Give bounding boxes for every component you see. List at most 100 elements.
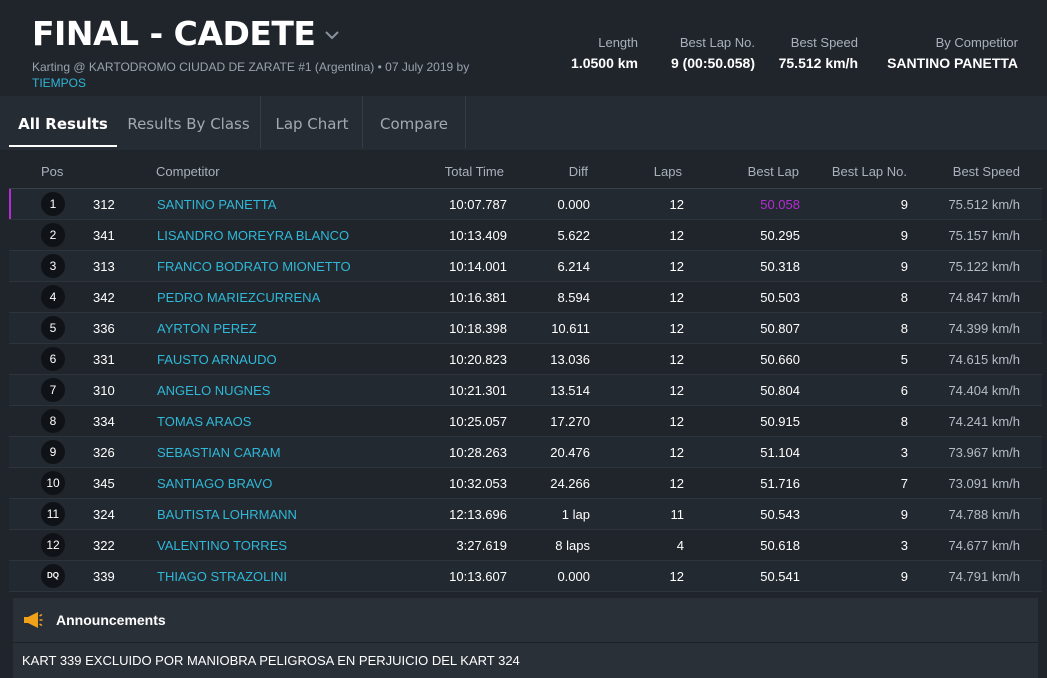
column-header-competitor[interactable]: Competitor	[156, 164, 220, 179]
laps-value: 12	[669, 476, 684, 491]
table-body: 1 312 SANTINO PANETTA 10:07.787 0.000 12 50.05…	[9, 189, 1042, 592]
best-speed-value: 74.399 km/h	[948, 321, 1020, 336]
column-header-best-speed[interactable]: Best Speed	[952, 164, 1020, 179]
column-header-laps[interactable]: Laps	[653, 164, 682, 179]
title-wrap: FINAL - CADETE	[32, 14, 340, 53]
table-row[interactable]: 12 322 VALENTINO TORRES 3:27.619 8 laps 4 50.6…	[9, 530, 1042, 561]
tab-all-results[interactable]: All Results	[9, 96, 117, 150]
table-row[interactable]: 1 312 SANTINO PANETTA 10:07.787 0.000 12 50.05…	[9, 189, 1042, 220]
position-badge: 5	[41, 316, 65, 340]
best-lap-no-value: 8	[900, 414, 908, 429]
table-row[interactable]: 11 324 BAUTISTA LOHRMANN 12:13.696 1 lap 11 50…	[9, 499, 1042, 530]
stat-label: Best Lap No.	[679, 35, 755, 50]
competitor-name-link[interactable]: AYRTON PEREZ	[157, 321, 257, 336]
competitor-name-link[interactable]: SANTIAGO BRAVO	[157, 476, 273, 491]
total-time: 3:27.619	[456, 538, 507, 553]
competitor-name-link[interactable]: FRANCO BODRATO MIONETTO	[157, 259, 351, 274]
position-badge: 10	[41, 471, 65, 495]
total-time: 10:16.381	[449, 290, 507, 305]
table-row[interactable]: DQ 339 THIAGO STRAZOLINI 10:13.607 0.000 12 50…	[9, 561, 1042, 592]
session-header: FINAL - CADETE Karting @ KARTODROMO CIUD…	[0, 0, 1047, 95]
stat-label: Length	[598, 35, 638, 50]
column-header-best-lap[interactable]: Best Lap	[747, 164, 799, 179]
stat-value: 75.512 km/h	[778, 55, 858, 71]
competitor-name-link[interactable]: ANGELO NUGNES	[157, 383, 271, 398]
table-row[interactable]: 4 342 PEDRO MARIEZCURRENA 10:16.381 8.594 12 5…	[9, 282, 1042, 313]
best-lap-value: 50.543	[760, 507, 800, 522]
best-speed-value: 75.512 km/h	[948, 197, 1020, 212]
announcements-panel: Announcements KART 339 EXCLUIDO POR MANI…	[13, 598, 1038, 678]
best-speed-value: 73.967 km/h	[948, 445, 1020, 460]
tab-results-by-class[interactable]: Results By Class	[117, 96, 260, 150]
diff-value: 20.476	[550, 445, 590, 460]
position-badge: 12	[41, 533, 65, 557]
diff-value: 0.000	[557, 197, 590, 212]
kart-number: 339	[93, 569, 115, 584]
diff-value: 24.266	[550, 476, 590, 491]
laps-value: 4	[676, 538, 684, 553]
table-row[interactable]: 8 334 TOMAS ARAOS 10:25.057 17.270 12 50.915 8 7…	[9, 406, 1042, 437]
competitor-name-link[interactable]: FAUSTO ARNAUDO	[157, 352, 277, 367]
laps-value: 12	[669, 321, 684, 336]
competitor-name-link[interactable]: LISANDRO MOREYRA BLANCO	[157, 228, 350, 243]
competitor-name-link[interactable]: SANTINO PANETTA	[157, 197, 277, 212]
position-badge: 3	[41, 254, 65, 278]
best-lap-no-value: 9	[900, 507, 908, 522]
laps-value: 11	[670, 507, 685, 522]
best-lap-no-value: 8	[900, 321, 908, 336]
tab-divider	[362, 96, 363, 148]
chevron-down-icon[interactable]	[325, 27, 340, 45]
best-speed-value: 74.615 km/h	[948, 352, 1020, 367]
competitor-name-link[interactable]: BAUTISTA LOHRMANN	[157, 507, 297, 522]
table-row[interactable]: 2 341 LISANDRO MOREYRA BLANCO 10:13.409 5.62…	[9, 220, 1042, 251]
column-header-total-time[interactable]: Total Time	[444, 164, 504, 179]
table-row[interactable]: 6 331 FAUSTO ARNAUDO 10:20.823 13.036 12 50.66…	[9, 344, 1042, 375]
table-row[interactable]: 5 336 AYRTON PEREZ 10:18.398 10.611 12 50.807 8…	[9, 313, 1042, 344]
kart-number: 342	[93, 290, 115, 305]
stat-by-competitor: By Competitor SANTINO PANETTA	[868, 35, 1018, 71]
table-header: Pos Competitor Total Time Diff Laps Best…	[9, 155, 1042, 189]
best-lap-value: 50.804	[760, 383, 800, 398]
column-header-best-lap-no[interactable]: Best Lap No.	[831, 164, 907, 179]
table-row[interactable]: 7 310 ANGELO NUGNES 10:21.301 13.514 12 50.804…	[9, 375, 1042, 406]
table-row[interactable]: 10 345 SANTIAGO BRAVO 10:32.053 24.266 12 51.7…	[9, 468, 1042, 499]
best-speed-value: 75.122 km/h	[948, 259, 1020, 274]
tab-divider	[260, 96, 261, 148]
best-lap-no-value: 9	[900, 197, 908, 212]
diff-value: 5.622	[557, 228, 590, 243]
laps-value: 12	[669, 290, 684, 305]
kart-number: 310	[93, 383, 115, 398]
best-speed-value: 74.677 km/h	[948, 538, 1020, 553]
session-subtitle: Karting @ KARTODROMO CIUDAD DE ZARATE #1…	[32, 59, 512, 91]
column-header-pos[interactable]: Pos	[41, 164, 64, 179]
competitor-name-link[interactable]: TOMAS ARAOS	[157, 414, 252, 429]
position-badge: 1	[41, 192, 65, 216]
competitor-name-link[interactable]: VALENTINO TORRES	[157, 538, 288, 553]
best-speed-value: 74.788 km/h	[948, 507, 1020, 522]
kart-number: 345	[93, 476, 115, 491]
session-info: Karting @ KARTODROMO CIUDAD DE ZARATE #1…	[32, 60, 470, 74]
best-lap-value: 50.915	[760, 414, 800, 429]
table-row[interactable]: 3 313 FRANCO BODRATO MIONETTO 10:14.001 6.21…	[9, 251, 1042, 282]
stat-best-speed: Best Speed 75.512 km/h	[738, 35, 858, 71]
competitor-name-link[interactable]: THIAGO STRAZOLINI	[157, 569, 288, 584]
announcements-header: Announcements	[13, 598, 1038, 643]
best-lap-no-value: 6	[900, 383, 908, 398]
total-time: 10:28.263	[449, 445, 507, 460]
best-lap-no-value: 9	[900, 228, 908, 243]
best-lap-value: 50.807	[760, 321, 800, 336]
page-title: FINAL - CADETE	[32, 14, 316, 53]
results-tabs: All Results Results By Class Lap Chart C…	[0, 96, 1047, 150]
competitor-name-link[interactable]: PEDRO MARIEZCURRENA	[157, 290, 321, 305]
tab-lap-chart[interactable]: Lap Chart	[261, 96, 363, 150]
diff-value: 6.214	[557, 259, 590, 274]
kart-number: 313	[93, 259, 115, 274]
competitor-name-link[interactable]: SEBASTIAN CARAM	[157, 445, 281, 460]
tab-compare[interactable]: Compare	[363, 96, 465, 150]
organizer-link[interactable]: TIEMPOS	[32, 76, 87, 90]
table-row[interactable]: 9 326 SEBASTIAN CARAM 10:28.263 20.476 12 51.1…	[9, 437, 1042, 468]
column-header-diff[interactable]: Diff	[568, 164, 588, 179]
best-lap-value: 50.058	[760, 197, 800, 212]
best-lap-value: 51.104	[760, 445, 800, 460]
tab-divider	[465, 96, 466, 148]
